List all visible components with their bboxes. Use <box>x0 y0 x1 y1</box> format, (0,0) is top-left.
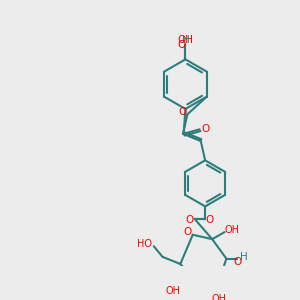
Text: O: O <box>206 215 214 225</box>
Text: O: O <box>178 40 186 50</box>
Text: O: O <box>202 124 210 134</box>
Text: O: O <box>233 257 241 267</box>
Text: O: O <box>183 227 191 237</box>
Text: OH: OH <box>224 225 239 235</box>
Text: H: H <box>182 35 190 45</box>
Text: OH: OH <box>166 286 181 296</box>
Text: HO: HO <box>137 239 152 250</box>
Text: OH: OH <box>212 294 227 300</box>
Text: H: H <box>240 252 248 262</box>
Text: O: O <box>185 215 193 225</box>
Text: O: O <box>179 106 187 117</box>
Text: OH: OH <box>177 35 194 45</box>
